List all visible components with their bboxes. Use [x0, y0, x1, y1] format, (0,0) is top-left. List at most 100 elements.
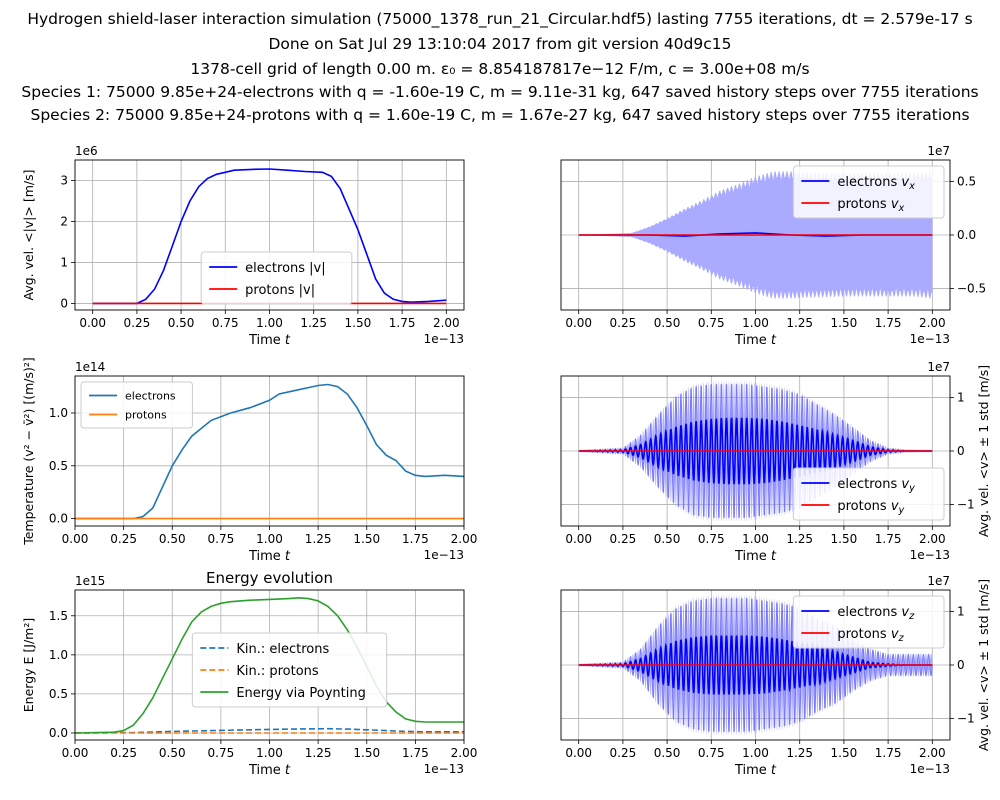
legend: Kin.: electrons Kin.: protons Energy via P…	[191, 632, 388, 708]
x-tick-label: 1.50	[831, 746, 858, 760]
x-tick-label: 0.75	[698, 532, 725, 546]
x-tick-label: 0.50	[168, 316, 195, 330]
header-line-title: Hydrogen shield-laser interaction simula…	[27, 10, 973, 28]
x-tick-label: 1.75	[389, 316, 416, 330]
y-axis-label: Avg. vel. <|v|> [m/s]	[21, 170, 36, 301]
figure-header: Hydrogen shield-laser interaction simula…	[0, 0, 1000, 130]
x-tick-label: 0.50	[654, 746, 681, 760]
y-tick-label: 0	[957, 444, 965, 458]
x-tick-label: 1.00	[742, 746, 769, 760]
x-tick-label: 1.75	[875, 532, 902, 546]
y-tick-label: 1.0	[49, 648, 68, 662]
legend: electrons vy protons vy	[792, 467, 945, 521]
y-tick-label: 0.5	[957, 174, 976, 188]
x-tick-label: 1.75	[875, 746, 902, 760]
x-tick-label: 2.00	[451, 746, 478, 760]
legend-label: electrons vz	[837, 605, 915, 622]
x-offset-label: 1e−13	[910, 762, 950, 776]
x-tick-label: 2.00	[433, 316, 460, 330]
x-tick-label: 0.25	[110, 746, 137, 760]
y-tick-label: 1.5	[49, 609, 68, 623]
x-tick-label: 1.75	[402, 746, 429, 760]
x-tick-label: 1.50	[345, 316, 372, 330]
x-axis-label: Time t	[248, 333, 291, 348]
legend-label: Kin.: electrons	[236, 642, 329, 657]
x-offset-label: 1e−13	[424, 762, 464, 776]
y-tick-label: −1	[957, 498, 975, 512]
panel-abs_v: 0.00 0.25 0.50 0.75 1.00 1.25 1.50 1.75 2.00 0 1 2 3…	[21, 144, 465, 348]
x-tick-label: 0.00	[565, 316, 592, 330]
series-line-kin-electrons	[75, 727, 464, 734]
x-tick-label: 0.75	[208, 532, 235, 546]
x-tick-label: 0.75	[698, 746, 725, 760]
x-tick-label: 1.00	[742, 532, 769, 546]
x-tick-label: 1.50	[831, 316, 858, 330]
x-offset-label: 1e−13	[424, 548, 464, 562]
header-line-grid: 1378-cell grid of length 0.00 m. ε₀ = 8.…	[190, 60, 810, 78]
y-tick-label: 1	[60, 255, 68, 269]
x-axis-label: Time t	[734, 763, 777, 778]
x-tick-label: 1.25	[786, 532, 813, 546]
panel-temperature: 0.00 0.25 0.50 0.75 1.00 1.25 1.50 1.75 2.00 0.0 0…	[21, 357, 477, 564]
legend: electrons vz protons vz	[792, 595, 945, 649]
y-tick-label: 3	[60, 173, 68, 187]
x-tick-label: 0.75	[208, 746, 235, 760]
legend-label: electrons vx	[837, 175, 915, 192]
x-axis-label: Time t	[734, 333, 777, 348]
x-tick-label: 0.00	[565, 532, 592, 546]
x-tick-label: 0.25	[610, 746, 637, 760]
series-line-electrons-v-	[92, 168, 447, 305]
x-tick-label: 1.00	[256, 532, 283, 546]
x-tick-label: 1.00	[742, 316, 769, 330]
y-tick-label: 1	[957, 604, 965, 618]
y-tick-label: 0	[957, 658, 965, 672]
legend-label: protons |v|	[245, 283, 315, 298]
x-tick-label: 1.25	[786, 746, 813, 760]
x-tick-label: 2.00	[919, 746, 946, 760]
y-tick-label: 0.5	[49, 459, 68, 473]
x-tick-label: 0.25	[124, 316, 151, 330]
y-tick-label: 0	[60, 296, 68, 310]
legend-label: protons vy	[837, 499, 904, 516]
y-offset-label: 1e15	[75, 574, 105, 588]
x-tick-label: 0.50	[159, 532, 186, 546]
legend-label: Kin.: protons	[236, 664, 319, 679]
x-tick-label: 1.25	[300, 316, 327, 330]
x-tick-label: 2.00	[451, 532, 478, 546]
legend-label: protons vz	[837, 627, 904, 644]
legend: electrons protons	[80, 381, 193, 429]
legend-label: Energy via Poynting	[236, 686, 366, 701]
y-offset-label: 1e7	[927, 574, 950, 588]
x-tick-label: 0.00	[62, 532, 89, 546]
x-axis-label: Time t	[734, 549, 777, 564]
y-tick-label: 0.0	[49, 726, 68, 740]
y-tick-label: 0.0	[49, 512, 68, 526]
x-axis-label: Time t	[248, 549, 291, 564]
x-tick-label: 0.50	[654, 316, 681, 330]
x-tick-label: 1.50	[353, 532, 380, 546]
x-offset-label: 1e−13	[424, 332, 464, 346]
panel-vz: 0.00 0.25 0.50 0.75 1.00 1.25 1.50 1.75 2.00 −1 0 1…	[560, 574, 991, 778]
legend-label: electrons	[125, 390, 176, 403]
x-tick-label: 1.00	[256, 746, 283, 760]
y-tick-label: 1	[957, 390, 965, 404]
x-tick-label: 1.75	[875, 316, 902, 330]
x-tick-label: 1.25	[305, 532, 332, 546]
y-tick-label: −0.5	[957, 282, 986, 296]
x-tick-label: 1.50	[831, 532, 858, 546]
y-offset-label: 1e7	[927, 144, 950, 158]
x-tick-label: 0.00	[79, 316, 106, 330]
panel-vx: 0.00 0.25 0.50 0.75 1.00 1.25 1.50 1.75 2.00 −0.5…	[560, 144, 986, 348]
y-tick-label: −1	[957, 712, 975, 726]
y-axis-label: Avg. vel. <v> ± 1 std [m/s]	[976, 579, 991, 751]
y-axis-label: Energy E [J/m²]	[21, 618, 36, 712]
x-tick-label: 0.25	[610, 316, 637, 330]
panel-vy: 0.00 0.25 0.50 0.75 1.00 1.25 1.50 1.75 2.00 −1 0 1…	[560, 360, 991, 564]
x-tick-label: 0.25	[110, 532, 137, 546]
y-tick-label: 2	[60, 214, 68, 228]
header-line-species1: Species 1: 75000 9.85e+24-electrons with…	[21, 83, 979, 101]
x-tick-label: 0.50	[654, 532, 681, 546]
x-tick-label: 1.75	[402, 532, 429, 546]
x-tick-label: 1.00	[256, 316, 283, 330]
